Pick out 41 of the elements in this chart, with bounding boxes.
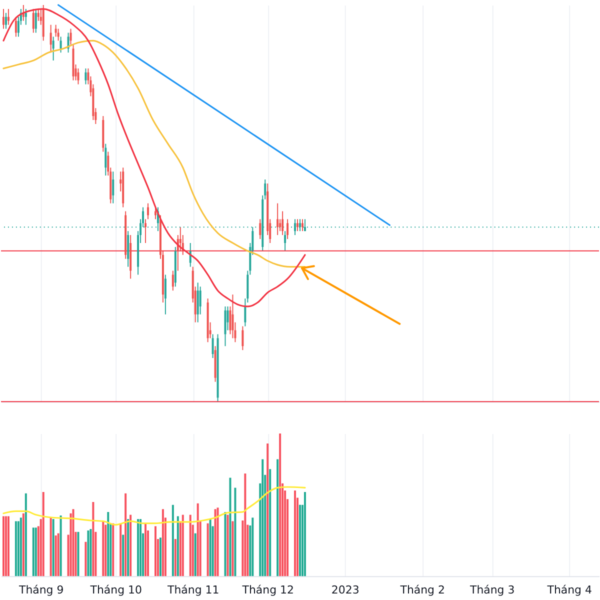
candlestick [294, 218, 296, 236]
candlestick [52, 36, 54, 62]
x-tick-label: Tháng 9 [18, 584, 64, 597]
candlestick [164, 274, 166, 315]
candlestick [144, 218, 147, 244]
x-tick-label: Tháng 3 [469, 584, 515, 597]
x-tick-label: Tháng 4 [546, 584, 592, 597]
candlestick [147, 202, 150, 220]
x-tick-label: Tháng 2 [399, 584, 445, 597]
candlestick [112, 171, 114, 204]
x-tick-label: Tháng 11 [166, 584, 220, 597]
candlestick [284, 230, 286, 252]
candlestick [282, 210, 284, 236]
x-tick-label: 2023 [331, 584, 360, 597]
candlestick [57, 28, 60, 42]
candlestick [2, 8, 4, 30]
candlestick [60, 36, 62, 54]
candlestick [196, 282, 199, 323]
candlestick [301, 218, 304, 232]
candlestick [242, 326, 244, 351]
candlestick [259, 218, 262, 240]
candlestick [286, 218, 289, 240]
candlestick [4, 12, 7, 30]
candlestick [212, 334, 214, 359]
candlestick [70, 28, 72, 46]
candlestick [14, 16, 17, 38]
x-tick-label: Tháng 10 [89, 584, 142, 597]
candlestick [24, 8, 27, 26]
candlestick [50, 24, 52, 54]
candlestick [276, 202, 279, 236]
candlestick [232, 294, 234, 339]
candlestick [34, 8, 37, 34]
candlestick [127, 230, 130, 268]
candlestick [77, 68, 80, 85]
candlestick [32, 8, 34, 34]
candlestick [7, 8, 10, 26]
candlestick [84, 68, 87, 85]
candlestick [104, 143, 107, 176]
x-tick-label: Tháng 12 [241, 584, 294, 597]
candlestick [172, 270, 174, 292]
candlestick [296, 218, 299, 232]
